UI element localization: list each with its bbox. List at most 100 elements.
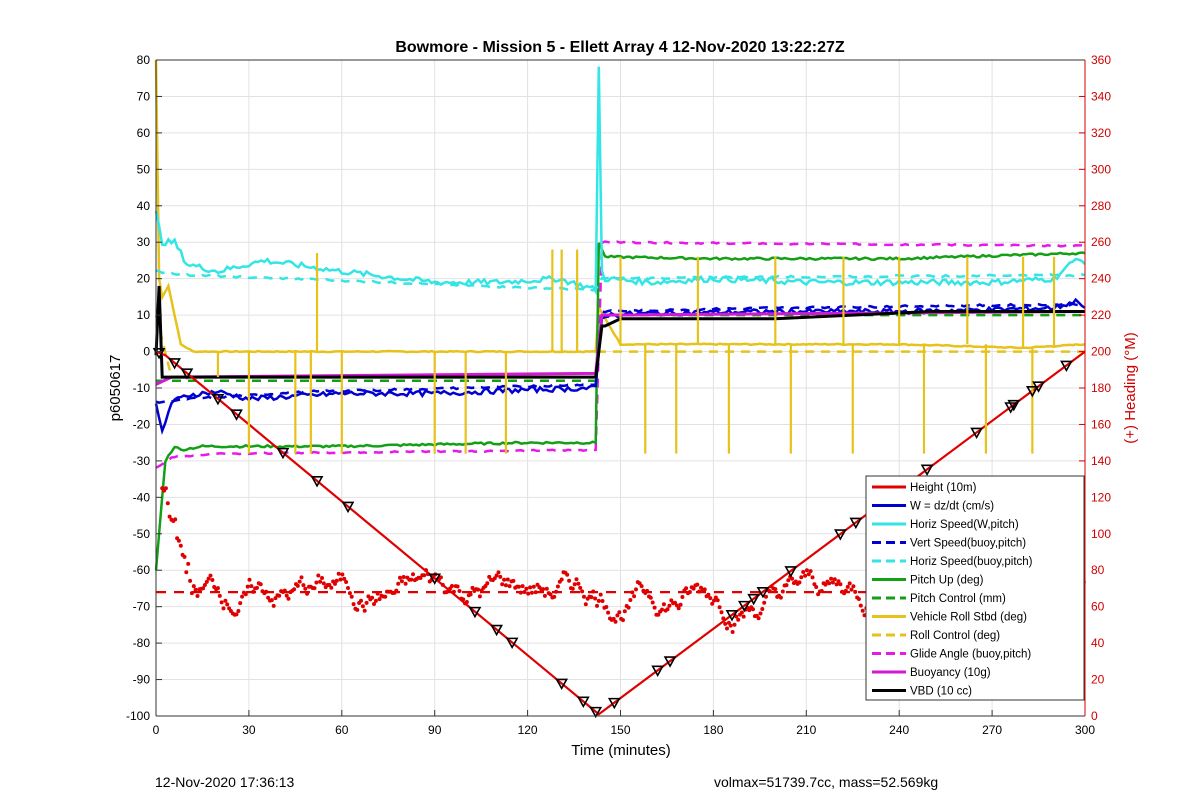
- heading-point: [827, 581, 832, 586]
- heading-point: [461, 597, 466, 602]
- series-vbd: [154, 285, 1085, 379]
- y-tick-label-right: 260: [1091, 235, 1111, 249]
- heading-point: [375, 591, 380, 596]
- heading-point: [617, 610, 622, 615]
- heading-point: [334, 578, 339, 583]
- heading-point: [477, 594, 482, 599]
- heading-point: [173, 517, 178, 522]
- heading-point: [732, 622, 737, 627]
- legend-label: Roll Control (deg): [910, 630, 1000, 642]
- legend-label: Vert Speed(buoy,pitch): [910, 538, 1026, 550]
- heading-point: [650, 600, 655, 605]
- heading-point: [598, 592, 603, 597]
- heading-point: [204, 579, 209, 584]
- y-tick-label-left: -30: [133, 454, 151, 468]
- heading-point: [836, 579, 841, 584]
- heading-point: [858, 603, 863, 608]
- heading-point: [531, 584, 536, 589]
- heading-point: [450, 584, 454, 588]
- heading-point: [661, 602, 666, 607]
- heading-point: [476, 587, 481, 592]
- heading-point: [238, 601, 243, 606]
- heading-point: [845, 584, 850, 589]
- heading-point: [403, 581, 408, 586]
- heading-point: [292, 587, 297, 592]
- heading-point: [665, 607, 670, 612]
- legend-label: Glide Angle (buoy,pitch): [910, 649, 1031, 661]
- heading-point: [533, 590, 538, 595]
- height-marker: [589, 706, 603, 719]
- heading-point: [832, 577, 837, 582]
- heading-point: [622, 609, 627, 614]
- footer-volmax-mass: volmax=51739.7cc, mass=52.569kg: [714, 774, 939, 790]
- heading-point: [247, 577, 252, 582]
- heading-point: [823, 582, 828, 587]
- heading-point: [843, 588, 848, 593]
- heading-point: [552, 594, 557, 599]
- heading-point: [578, 585, 583, 590]
- heading-point: [314, 580, 319, 585]
- heading-point: [524, 586, 529, 591]
- heading-point: [394, 588, 399, 593]
- heading-point: [652, 605, 657, 610]
- heading-point: [667, 603, 672, 608]
- heading-point: [355, 607, 360, 612]
- heading-point: [695, 582, 700, 587]
- y-tick-label-left: 60: [137, 126, 151, 140]
- y-tick-label-left: -50: [133, 527, 151, 541]
- heading-point: [505, 577, 510, 582]
- y-tick-label-left: 0: [143, 345, 150, 359]
- heading-point: [342, 576, 347, 581]
- heading-point: [541, 587, 546, 592]
- heading-point: [520, 584, 525, 589]
- heading-point: [284, 593, 289, 598]
- heading-point: [680, 595, 685, 599]
- heading-point: [613, 619, 618, 624]
- heading-point: [347, 591, 352, 596]
- heading-point: [756, 616, 761, 621]
- heading-point: [264, 589, 269, 594]
- heading-point: [548, 592, 553, 597]
- heading-point: [582, 594, 586, 599]
- legend-label: Pitch Up (deg): [910, 575, 984, 587]
- heading-point: [373, 598, 378, 603]
- y-tick-label-left: -70: [133, 600, 151, 614]
- heading-point: [184, 570, 189, 575]
- heading-point: [201, 586, 206, 591]
- y-tick-label-right: 280: [1091, 199, 1111, 213]
- height-marker: [725, 610, 739, 622]
- heading-point: [208, 573, 213, 578]
- heading-point: [555, 584, 560, 589]
- y-tick-label-right: 320: [1091, 126, 1111, 140]
- heading-point: [762, 600, 767, 605]
- heading-point: [790, 576, 795, 581]
- heading-point: [600, 599, 605, 603]
- heading-point: [741, 614, 746, 619]
- heading-point: [595, 603, 599, 608]
- heading-point: [758, 611, 763, 616]
- heading-point: [834, 582, 839, 587]
- heading-point: [565, 572, 570, 577]
- heading-point: [299, 575, 304, 580]
- height-marker: [230, 409, 243, 421]
- heading-point: [398, 575, 402, 580]
- heading-point: [457, 589, 462, 593]
- legend-label: VBD (10 cc): [910, 686, 972, 698]
- height-marker: [738, 600, 751, 613]
- heading-point: [799, 575, 804, 580]
- heading-point: [282, 588, 287, 593]
- heading-point: [366, 594, 371, 599]
- heading-point: [191, 584, 196, 589]
- heading-point: [632, 594, 637, 599]
- heading-point: [277, 593, 282, 598]
- heading-point: [710, 601, 715, 606]
- heading-point: [470, 585, 475, 590]
- x-axis-label: Time (minutes): [571, 742, 670, 759]
- heading-point: [773, 587, 778, 592]
- y-tick-label-left: 20: [137, 272, 151, 286]
- heading-point: [723, 621, 728, 626]
- heading-point: [186, 561, 191, 566]
- heading-point: [340, 572, 345, 577]
- heading-point: [251, 589, 256, 594]
